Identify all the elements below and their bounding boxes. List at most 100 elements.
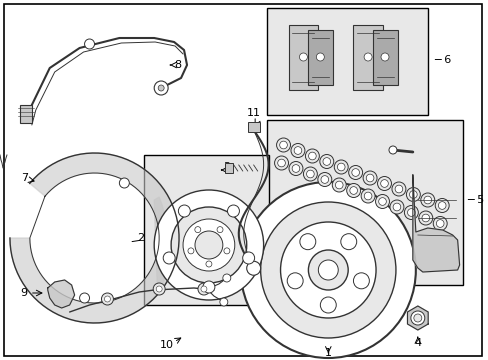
- Circle shape: [274, 156, 288, 170]
- Circle shape: [240, 182, 415, 358]
- Text: 7: 7: [20, 173, 28, 183]
- Bar: [224, 163, 232, 173]
- Circle shape: [242, 252, 254, 264]
- Circle shape: [322, 158, 330, 165]
- Circle shape: [364, 53, 371, 61]
- Circle shape: [331, 178, 346, 192]
- Circle shape: [104, 296, 110, 302]
- Polygon shape: [407, 306, 427, 330]
- Circle shape: [217, 227, 223, 233]
- Circle shape: [388, 146, 396, 154]
- Circle shape: [205, 261, 211, 267]
- Circle shape: [346, 184, 360, 198]
- Circle shape: [246, 261, 260, 275]
- Circle shape: [163, 252, 175, 264]
- Circle shape: [404, 206, 417, 220]
- Circle shape: [375, 194, 388, 208]
- Circle shape: [392, 203, 400, 211]
- Circle shape: [407, 209, 414, 216]
- Bar: [266, 8, 427, 115]
- Circle shape: [154, 190, 263, 300]
- Circle shape: [418, 211, 432, 225]
- Circle shape: [408, 191, 416, 198]
- Circle shape: [299, 53, 307, 61]
- Polygon shape: [412, 175, 459, 272]
- Circle shape: [349, 186, 357, 194]
- Circle shape: [434, 198, 448, 212]
- Circle shape: [305, 149, 319, 163]
- Bar: [288, 25, 318, 90]
- Bar: [20, 105, 32, 123]
- Circle shape: [154, 81, 168, 95]
- Circle shape: [394, 185, 402, 193]
- Circle shape: [380, 180, 387, 187]
- Circle shape: [423, 196, 431, 204]
- Circle shape: [183, 219, 234, 271]
- Bar: [266, 120, 462, 285]
- Text: 1: 1: [324, 348, 331, 358]
- Circle shape: [420, 193, 434, 207]
- Circle shape: [406, 188, 420, 202]
- Circle shape: [320, 176, 328, 183]
- Circle shape: [432, 216, 446, 230]
- Text: 10: 10: [160, 340, 174, 350]
- Circle shape: [366, 174, 373, 182]
- Circle shape: [102, 293, 113, 305]
- Polygon shape: [10, 153, 179, 323]
- Circle shape: [293, 147, 301, 154]
- Circle shape: [194, 227, 201, 233]
- Circle shape: [223, 274, 230, 282]
- Circle shape: [320, 297, 336, 313]
- Circle shape: [220, 298, 227, 306]
- Bar: [372, 30, 397, 85]
- Text: 4: 4: [413, 338, 421, 348]
- Circle shape: [308, 152, 316, 160]
- Text: 3: 3: [223, 162, 229, 172]
- Polygon shape: [154, 197, 167, 290]
- Circle shape: [84, 39, 94, 49]
- Circle shape: [260, 202, 395, 338]
- Circle shape: [410, 311, 424, 325]
- Circle shape: [198, 283, 209, 295]
- Circle shape: [276, 138, 290, 152]
- Circle shape: [364, 192, 371, 200]
- Circle shape: [195, 231, 223, 259]
- Circle shape: [353, 273, 368, 289]
- Circle shape: [378, 198, 386, 205]
- Circle shape: [316, 53, 324, 61]
- Circle shape: [156, 286, 162, 292]
- Circle shape: [153, 283, 165, 295]
- Circle shape: [201, 286, 206, 292]
- Circle shape: [277, 159, 285, 167]
- Circle shape: [377, 176, 391, 190]
- Circle shape: [158, 85, 164, 91]
- Circle shape: [279, 141, 287, 149]
- Text: ─ 5: ─ 5: [467, 195, 484, 205]
- Circle shape: [308, 250, 347, 290]
- Circle shape: [413, 314, 421, 322]
- Circle shape: [421, 214, 429, 222]
- Circle shape: [171, 207, 246, 283]
- Bar: [352, 25, 382, 90]
- Circle shape: [306, 170, 314, 178]
- Circle shape: [290, 144, 305, 158]
- Circle shape: [363, 171, 376, 185]
- Text: 2: 2: [137, 233, 144, 243]
- Circle shape: [437, 202, 445, 210]
- Circle shape: [187, 248, 194, 254]
- Circle shape: [119, 178, 129, 188]
- Circle shape: [351, 168, 359, 176]
- Circle shape: [227, 205, 239, 217]
- Text: 8: 8: [174, 60, 181, 70]
- Circle shape: [299, 234, 315, 250]
- Bar: [308, 30, 333, 85]
- Circle shape: [203, 281, 214, 293]
- Circle shape: [224, 248, 229, 254]
- Circle shape: [337, 163, 345, 171]
- Circle shape: [435, 220, 443, 228]
- Circle shape: [389, 200, 403, 214]
- Circle shape: [317, 172, 331, 186]
- Circle shape: [335, 181, 343, 189]
- Circle shape: [334, 160, 347, 174]
- Circle shape: [318, 260, 338, 280]
